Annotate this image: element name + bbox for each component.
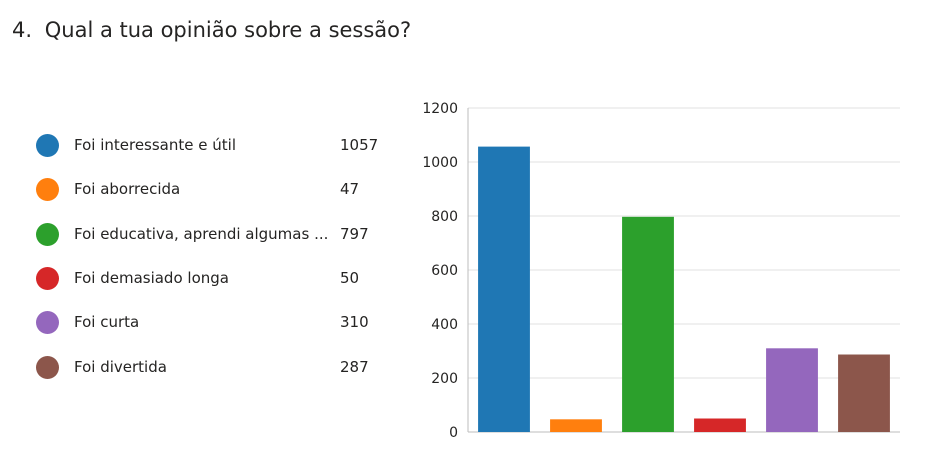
- question-number: 4.: [12, 18, 33, 42]
- legend-item: Foi aborrecida 47: [36, 175, 396, 205]
- legend-item: Foi educativa, aprendi algumas ... 797: [36, 220, 396, 250]
- legend-label: Foi divertida: [74, 358, 167, 376]
- legend-color-dot: [36, 267, 59, 290]
- legend-label: Foi interessante e útil: [74, 136, 236, 154]
- legend-color-dot: [36, 223, 59, 246]
- y-tick-label: 1200: [422, 101, 458, 117]
- legend-color-dot: [36, 178, 59, 201]
- legend-item: Foi divertida 287: [36, 353, 396, 383]
- legend-value: 310: [340, 313, 369, 331]
- legend-value: 1057: [340, 136, 379, 154]
- bar: [766, 348, 818, 432]
- legend-label: Foi aborrecida: [74, 180, 181, 198]
- bar: [838, 354, 890, 432]
- legend-label: Foi demasiado longa: [74, 269, 229, 287]
- legend-label: Foi curta: [74, 313, 140, 331]
- y-tick-label: 800: [431, 209, 458, 225]
- question-heading: 4. Qual a tua opinião sobre a sessão?: [12, 18, 411, 42]
- legend-label: Foi educativa, aprendi algumas ...: [74, 225, 329, 243]
- legend-color-dot: [36, 311, 59, 334]
- legend-value: 287: [340, 358, 369, 376]
- bar: [550, 419, 602, 432]
- question-text: Qual a tua opinião sobre a sessão?: [44, 18, 412, 42]
- bar: [694, 418, 746, 432]
- y-tick-label: 600: [431, 263, 458, 279]
- legend-value: 47: [340, 180, 360, 198]
- y-tick-label: 200: [431, 371, 458, 387]
- y-tick-label: 400: [431, 317, 458, 333]
- legend-value: 50: [340, 269, 360, 287]
- legend-color-dot: [36, 356, 59, 379]
- legend-item: Foi curta 310: [36, 308, 396, 338]
- legend-item: Foi interessante e útil 1057: [36, 131, 396, 161]
- bar: [622, 216, 674, 432]
- y-tick-label: 0: [449, 425, 458, 441]
- y-tick-label: 1000: [422, 155, 458, 171]
- bar: [478, 146, 530, 433]
- bar-chart: 0 200 400 600 800 1000 1200: [422, 101, 900, 441]
- legend-item: Foi demasiado longa 50: [36, 264, 396, 294]
- legend-value: 797: [340, 225, 369, 243]
- legend-color-dot: [36, 134, 59, 157]
